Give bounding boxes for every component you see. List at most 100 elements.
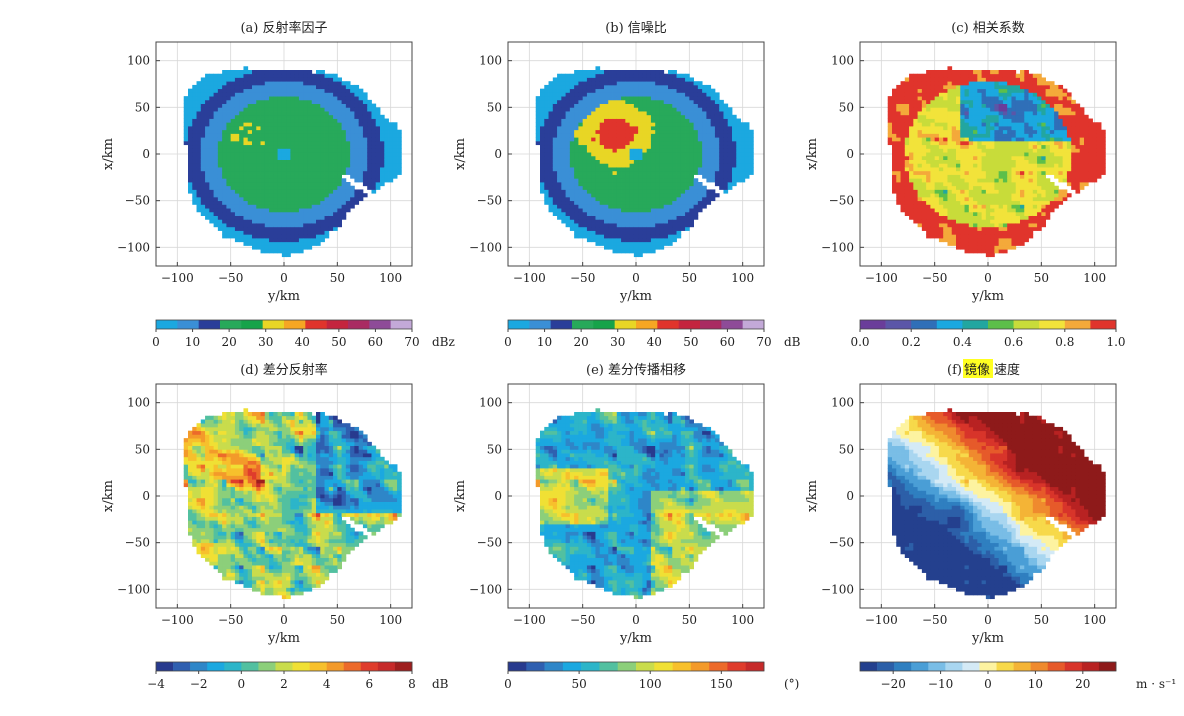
heatmap-cell [732,148,737,153]
heatmap-cell [320,193,325,198]
heatmap-cell [938,84,944,90]
heatmap-cell [896,129,901,134]
heatmap-cell [633,96,639,101]
heatmap-cell [574,155,579,160]
heatmap-cell [557,170,562,175]
heatmap-cell [693,122,699,127]
heatmap-cell [951,118,957,123]
heatmap-cell [680,126,686,131]
heatmap-cell [324,77,330,82]
heatmap-cell [642,92,648,97]
heatmap-cell [298,211,304,216]
heatmap-cell [286,155,291,160]
heatmap-cell [582,140,588,146]
heatmap-cell [371,189,377,194]
heatmap-cell [663,178,669,183]
heatmap-cell [252,96,257,101]
heatmap-cell [239,219,244,224]
heatmap-cell [316,84,321,90]
heatmap-cell [629,126,635,131]
heatmap-cell [960,178,965,183]
heatmap-cell [604,182,609,187]
heatmap-cell [222,92,227,97]
heatmap-cell [943,174,948,179]
heatmap-cell [968,219,974,224]
heatmap-cell [196,200,202,205]
heatmap-cell [256,238,261,243]
heatmap-cell [290,70,296,75]
heatmap-cell [388,122,394,127]
heatmap-cell [358,103,364,108]
heatmap-cell [239,234,244,239]
heatmap-cell [663,103,669,108]
heatmap-cell [960,144,965,149]
heatmap-cell [595,230,601,235]
heatmap-cell [732,129,737,134]
colorbar-tick-label: 20 [222,335,237,349]
heatmap-cell [375,129,381,134]
heatmap-cell [205,122,210,127]
heatmap-cell [324,137,330,142]
heatmap-cell [977,140,982,146]
heatmap-cell [646,167,652,172]
x-tick-label: −100 [161,271,194,285]
heatmap-cell [209,96,214,101]
heatmap-cell [672,129,677,134]
heatmap-cell [604,133,609,138]
heatmap-cell [277,211,283,216]
heatmap-cell [192,129,197,134]
heatmap-cell [303,234,308,239]
heatmap-cell [659,178,665,183]
heatmap-cell [621,226,626,231]
heatmap-cell [380,144,385,149]
heatmap-cell [904,148,910,153]
heatmap-cell [697,81,703,86]
heatmap-cell [960,155,965,160]
heatmap-cell [540,185,545,190]
heatmap-cell [909,163,914,168]
heatmap-cell [371,103,377,108]
heatmap-cell [977,107,982,112]
heatmap-cell [981,167,987,172]
heatmap-cell [565,137,571,142]
heatmap-cell [612,249,618,254]
heatmap-cell [277,81,283,86]
heatmap-cell [659,159,665,164]
heatmap-cell [260,99,266,104]
heatmap-cell [375,118,381,123]
heatmap-cell [938,211,944,216]
heatmap-cell [896,155,901,160]
heatmap-cell [909,88,914,93]
heatmap-cell [702,155,707,160]
heatmap-cell [650,185,656,190]
heatmap-cell [239,182,244,187]
heatmap-cell [294,73,300,78]
heatmap-cell [557,215,562,220]
heatmap-cell [298,84,304,90]
heatmap-cell [350,126,355,131]
heatmap-cell [621,148,626,153]
heatmap-cell [985,118,991,123]
heatmap-cell [565,185,571,190]
heatmap-cell [226,96,232,101]
heatmap-cell [985,252,991,258]
heatmap-cell [239,152,244,157]
heatmap-cell [217,92,223,97]
heatmap-cell [749,140,754,146]
heatmap-cell [663,81,669,86]
heatmap-cell [968,96,974,101]
heatmap-cell [209,144,214,149]
heatmap-cell [226,155,232,160]
heatmap-cell [719,126,724,131]
heatmap-cell [706,84,712,90]
heatmap-cell [693,155,699,160]
heatmap-cell [209,99,214,104]
heatmap-cell [616,226,622,231]
heatmap-cell [375,148,381,153]
heatmap-cell [290,215,296,220]
heatmap-cell [256,234,261,239]
heatmap-cell [561,88,566,93]
heatmap-cell [947,211,953,216]
heatmap-cell [676,155,682,160]
heatmap-cell [328,111,334,116]
